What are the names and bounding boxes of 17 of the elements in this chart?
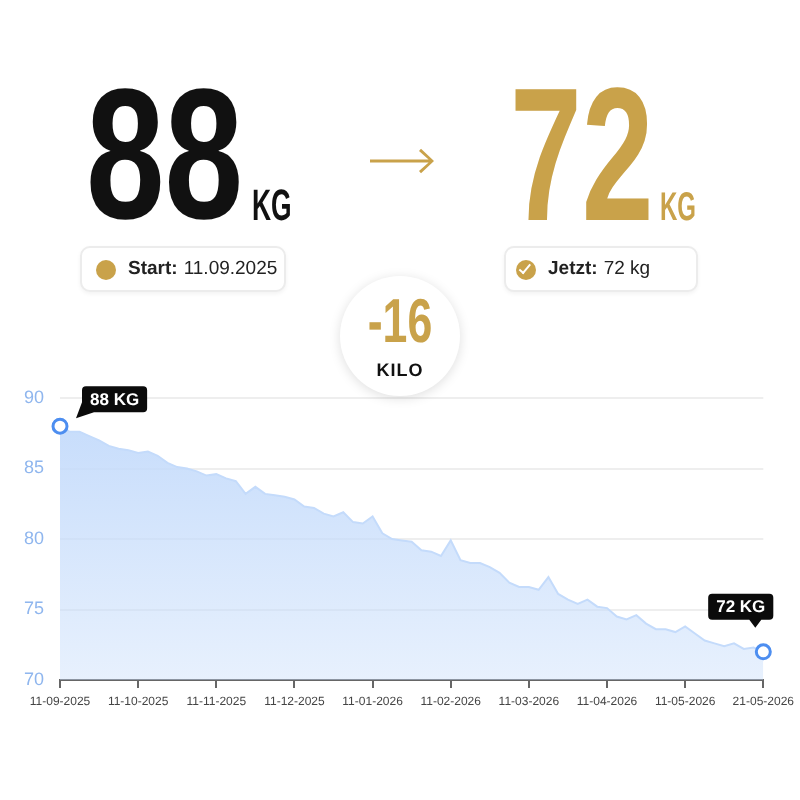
y-tick-label: 85 [23,457,44,478]
text: Start: [128,258,178,280]
text: -16 [367,286,433,356]
text: 11.09.2025 [183,258,278,280]
data-label: 72 KG [716,596,767,617]
text: 72 kg [603,258,651,280]
y-tick-label: 80 [23,527,44,548]
text: 88 [86,50,244,258]
text: KILO [376,360,424,380]
y-tick-label: 70 [23,668,44,689]
text: KG [252,180,292,230]
data-label: 88 KG [89,388,140,409]
y-tick-label: 75 [23,598,44,619]
text: Jetzt: [548,258,598,280]
text: 72 [510,50,654,262]
y-tick-label: 90 [23,386,44,407]
text: KG [660,186,696,230]
